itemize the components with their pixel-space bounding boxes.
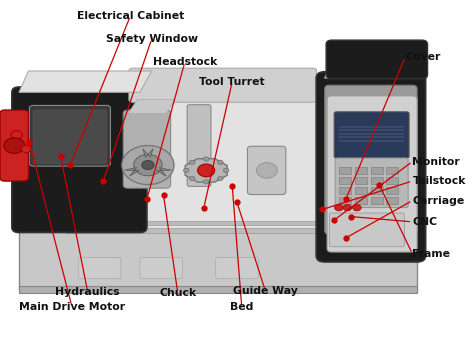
Polygon shape (125, 168, 139, 176)
Text: Monitor: Monitor (412, 157, 460, 166)
Circle shape (335, 204, 343, 211)
FancyBboxPatch shape (327, 96, 417, 252)
FancyBboxPatch shape (33, 110, 107, 163)
Bar (355, 197, 367, 204)
Polygon shape (19, 220, 417, 291)
Circle shape (122, 146, 174, 185)
FancyBboxPatch shape (316, 72, 426, 262)
Text: Guide Way: Guide Way (233, 286, 298, 296)
Text: Main Drive Motor: Main Drive Motor (19, 302, 125, 312)
Polygon shape (157, 168, 171, 176)
Bar (339, 197, 351, 204)
FancyBboxPatch shape (335, 158, 408, 208)
Polygon shape (185, 159, 227, 182)
Bar (355, 167, 367, 174)
Text: Frame: Frame (412, 249, 450, 259)
Text: Safety Window: Safety Window (106, 34, 198, 44)
Bar (66, 228, 351, 233)
Text: Bed: Bed (230, 302, 254, 312)
Bar (339, 187, 351, 194)
Polygon shape (325, 60, 427, 78)
Bar (339, 133, 404, 135)
Circle shape (4, 138, 25, 153)
FancyBboxPatch shape (187, 105, 211, 186)
Circle shape (183, 168, 189, 173)
FancyBboxPatch shape (325, 85, 417, 234)
Circle shape (256, 163, 277, 178)
Text: Cover: Cover (405, 52, 441, 62)
Circle shape (218, 160, 223, 164)
FancyBboxPatch shape (247, 146, 286, 195)
Bar (371, 177, 383, 184)
Circle shape (11, 131, 22, 139)
Bar (371, 167, 383, 174)
Text: Hydraulics: Hydraulics (55, 287, 120, 297)
Circle shape (142, 160, 154, 170)
Text: Headstock: Headstock (153, 57, 217, 67)
Bar (339, 136, 404, 138)
Circle shape (189, 176, 195, 181)
Bar (386, 167, 398, 174)
Text: CNC: CNC (412, 217, 438, 227)
Circle shape (218, 176, 223, 181)
Text: Tool Turret: Tool Turret (200, 77, 265, 87)
Bar (371, 197, 383, 204)
Bar (19, 286, 417, 293)
Bar (386, 177, 398, 184)
FancyBboxPatch shape (216, 257, 258, 279)
Circle shape (353, 204, 361, 211)
Circle shape (223, 168, 229, 173)
Bar (386, 197, 398, 204)
FancyBboxPatch shape (334, 112, 409, 158)
FancyBboxPatch shape (0, 110, 28, 181)
Text: Tailstock: Tailstock (412, 176, 466, 186)
Circle shape (134, 154, 162, 176)
Bar (355, 187, 367, 194)
Circle shape (203, 157, 209, 161)
Bar (386, 187, 398, 194)
Bar (355, 177, 367, 184)
FancyBboxPatch shape (78, 257, 121, 279)
FancyBboxPatch shape (329, 213, 404, 247)
FancyBboxPatch shape (12, 87, 147, 233)
Text: Electrical Cabinet: Electrical Cabinet (77, 11, 184, 21)
Circle shape (203, 180, 209, 184)
Circle shape (21, 146, 31, 153)
Bar (339, 177, 351, 184)
Bar (339, 129, 404, 131)
FancyBboxPatch shape (123, 110, 171, 188)
Polygon shape (19, 71, 152, 92)
Polygon shape (19, 213, 417, 227)
FancyBboxPatch shape (326, 40, 428, 79)
Polygon shape (128, 99, 175, 114)
FancyBboxPatch shape (140, 257, 182, 279)
Bar (339, 126, 404, 128)
Text: Chuck: Chuck (159, 288, 196, 298)
Circle shape (189, 160, 195, 164)
FancyBboxPatch shape (128, 96, 318, 231)
FancyBboxPatch shape (29, 105, 110, 166)
Bar (371, 187, 383, 194)
Circle shape (198, 164, 215, 177)
FancyBboxPatch shape (129, 68, 317, 102)
Bar (339, 140, 404, 142)
Text: Carriage: Carriage (412, 196, 465, 206)
Bar (66, 221, 351, 225)
Bar (339, 167, 351, 174)
Polygon shape (143, 149, 153, 157)
Circle shape (343, 204, 352, 211)
